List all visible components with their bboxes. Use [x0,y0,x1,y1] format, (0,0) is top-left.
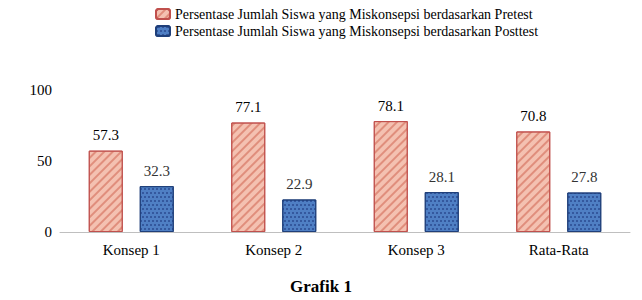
svg-text:27.8: 27.8 [571,169,597,185]
svg-text:Konsep 2: Konsep 2 [245,242,302,258]
svg-text:22.9: 22.9 [286,176,312,192]
svg-text:Grafik 1: Grafik 1 [290,277,352,296]
svg-text:70.8: 70.8 [520,108,546,124]
svg-text:28.1: 28.1 [429,169,455,185]
svg-text:77.1: 77.1 [235,99,261,115]
svg-text:32.3: 32.3 [144,163,170,179]
svg-text:100: 100 [30,82,53,98]
svg-text:Rata-Rata: Rata-Rata [529,242,589,258]
svg-text:0: 0 [45,224,53,240]
svg-text:78.1: 78.1 [378,98,404,114]
svg-text:Persentase Jumlah Siswa yang M: Persentase Jumlah Siswa yang Miskonsepsi… [175,7,533,22]
svg-text:Konsep 1: Konsep 1 [103,242,160,258]
svg-text:Persentase Jumlah Siswa yang M: Persentase Jumlah Siswa yang Miskonsepsi… [175,24,538,39]
svg-text:57.3: 57.3 [93,127,119,143]
svg-text:Konsep 3: Konsep 3 [388,242,445,258]
svg-text:50: 50 [37,153,52,169]
